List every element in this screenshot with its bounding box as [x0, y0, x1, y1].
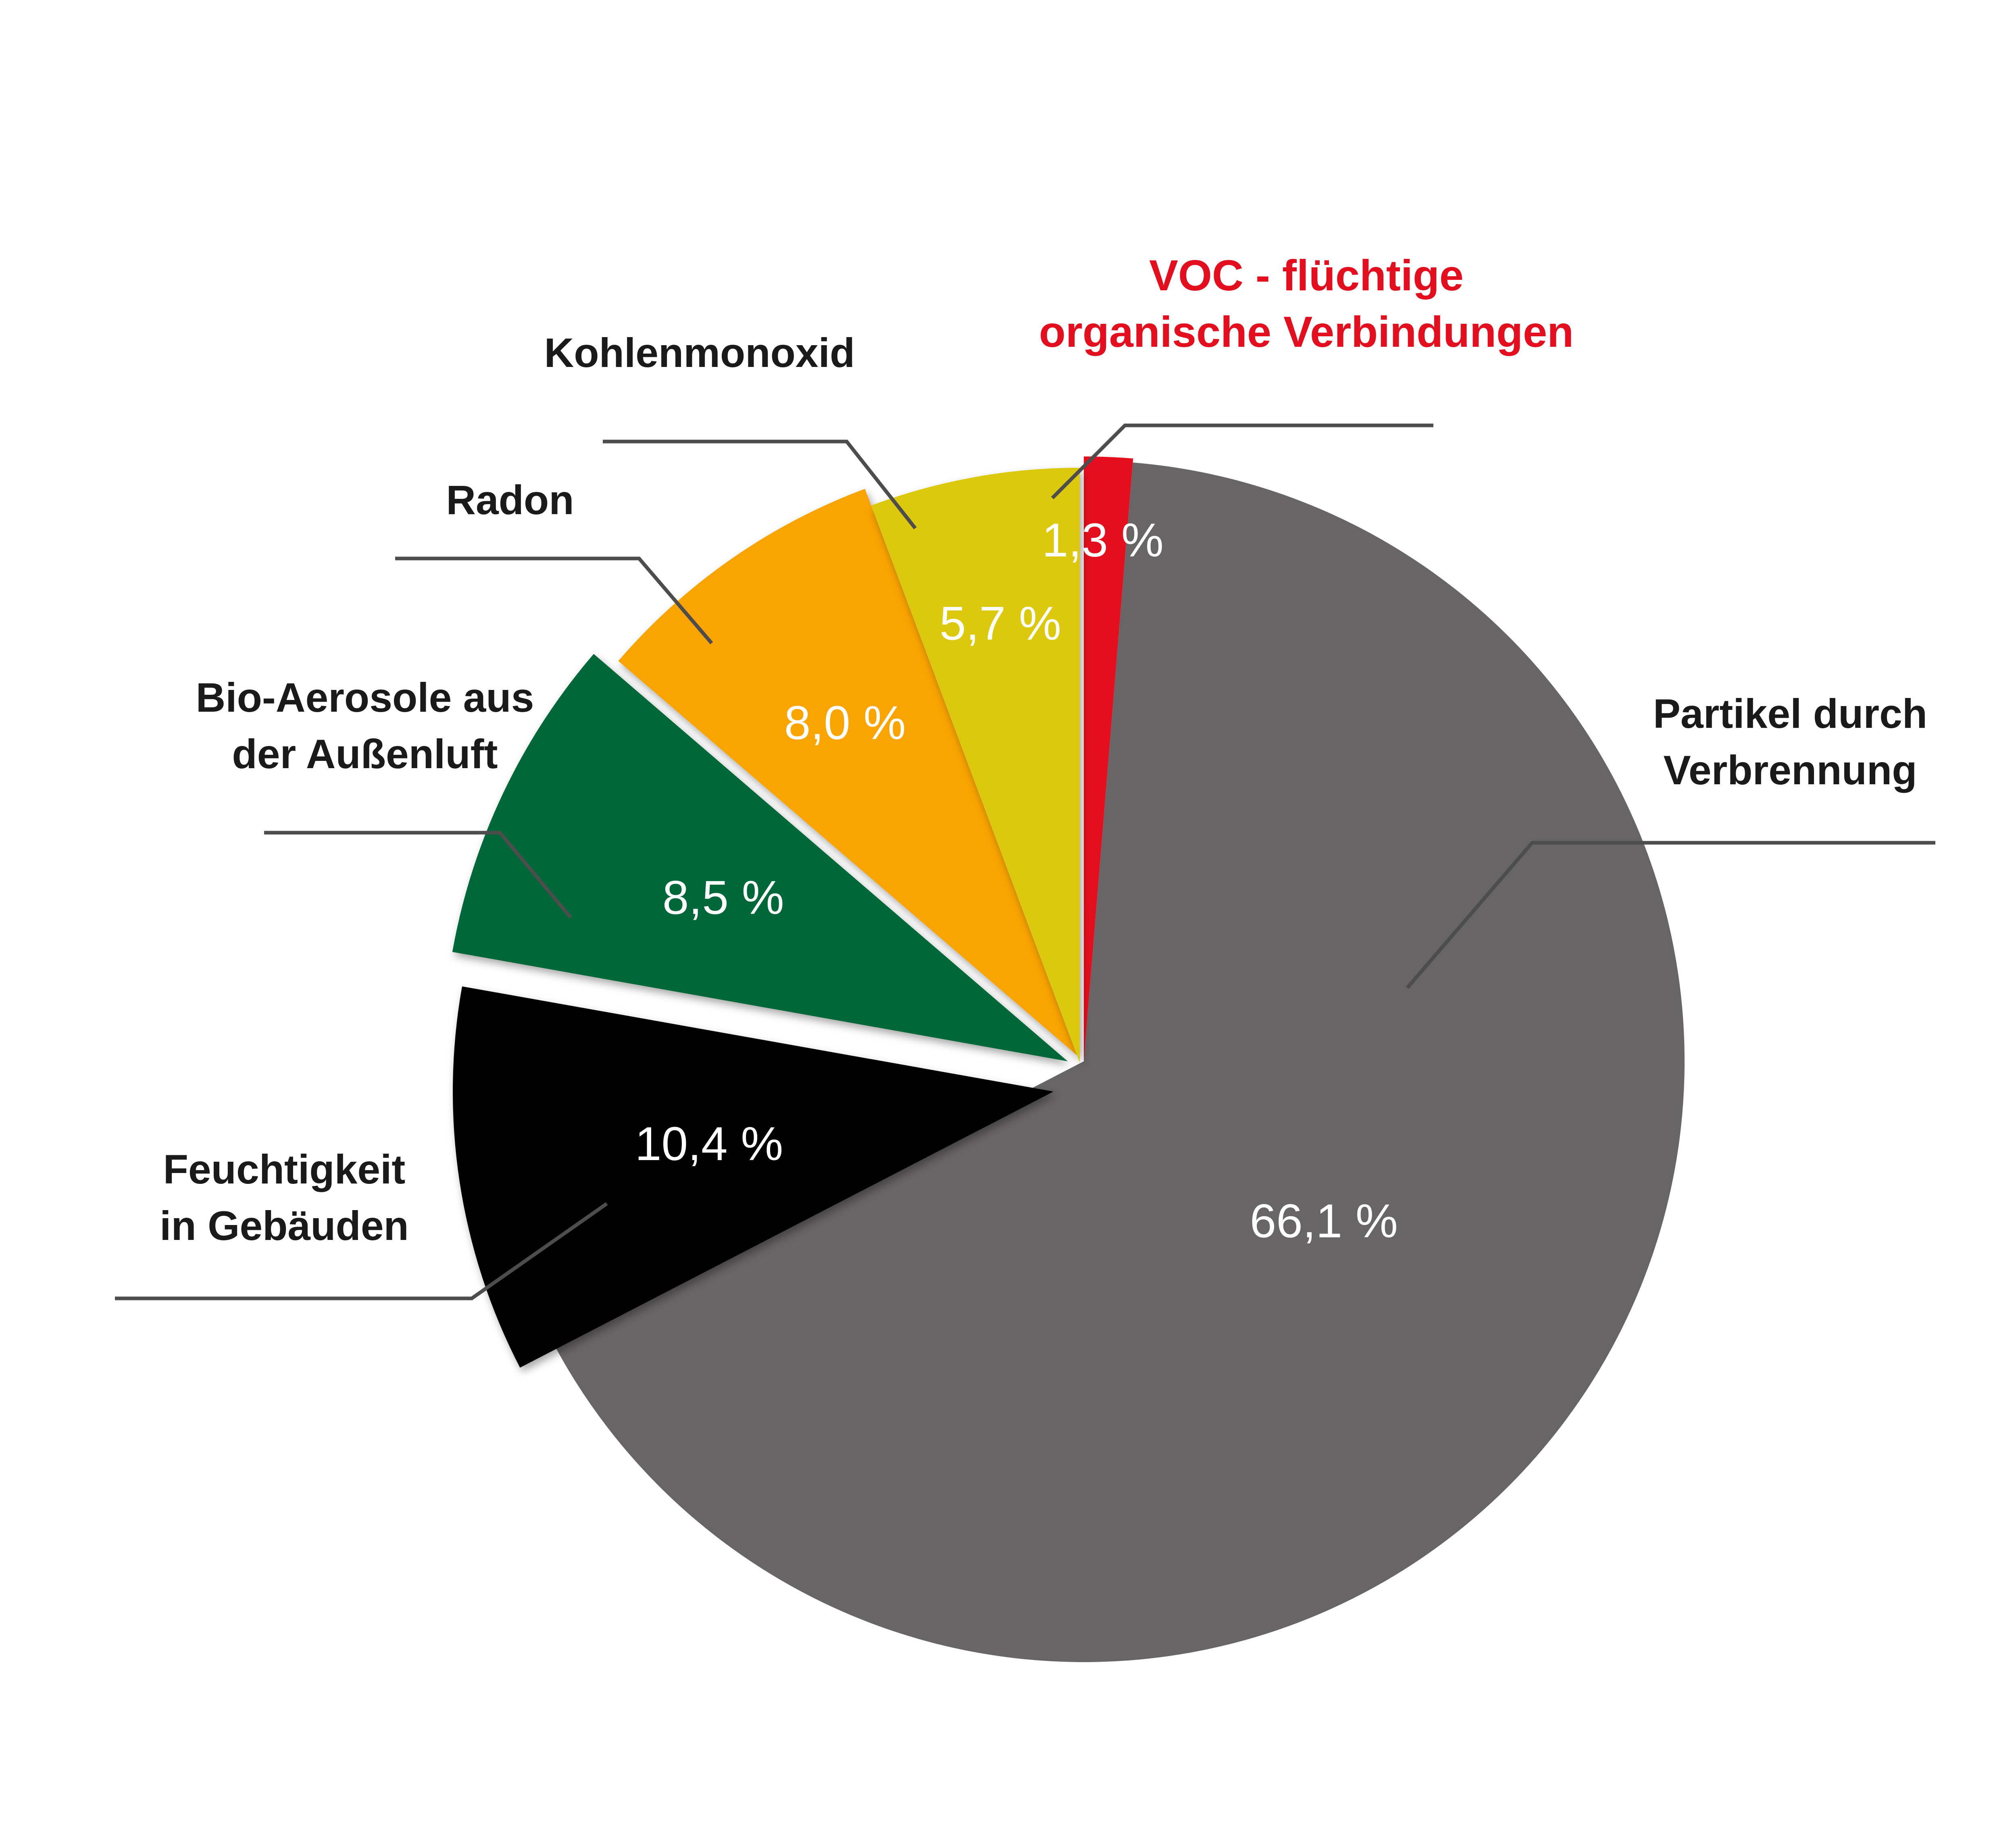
slice-bioaerosols: [452, 654, 1068, 1061]
category-label-voc: VOC - flüchtige organische Verbindungen: [1039, 251, 1574, 356]
category-label-line: Partikel durch: [1653, 691, 1927, 737]
category-labels: VOC - flüchtige organische Verbindungen Pa…: [160, 251, 1927, 1249]
category-label-line: in Gebäuden: [160, 1203, 409, 1249]
category-label-line: Bio-Aerosole aus: [196, 675, 534, 721]
pie-slices: [452, 456, 1685, 1663]
category-label-line: Kohlenmonoxid: [544, 330, 855, 376]
leader-line-co: [603, 440, 917, 529]
category-label-radon: Radon: [446, 477, 574, 523]
slice-radon: [618, 489, 1077, 1055]
category-label-line: organische Verbindungen: [1039, 307, 1574, 356]
value-label-co: 5,7 %: [939, 597, 1061, 650]
category-label-line: Verbrennung: [1663, 747, 1917, 793]
leader-lines: [115, 423, 1935, 1300]
slice-voc: [1084, 456, 1133, 1061]
slice-particles: [550, 463, 1685, 1663]
slice-humidity: [453, 986, 1054, 1368]
category-label-line: Radon: [446, 477, 574, 523]
leader-line-radon: [395, 556, 713, 644]
value-label-particles: 66,1 %: [1250, 1194, 1398, 1248]
leader-line-bioaerosols: [264, 831, 572, 919]
category-label-particles: Partikel durch Verbrennung: [1653, 691, 1927, 793]
value-labels: 1,3 % 66,1 % 10,4 % 8,5 % 8,0 % 5,7 %: [635, 514, 1398, 1248]
value-label-bioaerosols: 8,5 %: [662, 871, 784, 925]
category-label-bioaerosols: Bio-Aerosole aus der Außenluft: [196, 675, 534, 777]
category-label-co: Kohlenmonoxid: [544, 330, 855, 376]
leader-line-voc: [1051, 423, 1433, 500]
category-label-line: VOC - flüchtige: [1149, 251, 1464, 300]
category-label-humidity: Feuchtigkeit in Gebäuden: [160, 1146, 409, 1249]
value-label-humidity: 10,4 %: [635, 1117, 783, 1171]
leader-line-humidity: [115, 1202, 608, 1300]
category-label-line: Feuchtigkeit: [163, 1146, 406, 1192]
value-label-radon: 8,0 %: [784, 696, 906, 750]
value-label-voc: 1,3 %: [1042, 514, 1164, 567]
slice-co: [871, 468, 1080, 1063]
category-label-line: der Außenluft: [232, 731, 498, 777]
leader-line-particles: [1406, 841, 1935, 989]
